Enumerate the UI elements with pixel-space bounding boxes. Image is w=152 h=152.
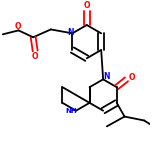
Text: NH: NH (65, 108, 77, 114)
Text: O: O (83, 1, 90, 10)
Text: N: N (103, 72, 109, 81)
Text: N: N (67, 28, 74, 37)
Text: O: O (128, 73, 135, 82)
Text: O: O (32, 52, 38, 61)
Text: O: O (14, 22, 21, 31)
